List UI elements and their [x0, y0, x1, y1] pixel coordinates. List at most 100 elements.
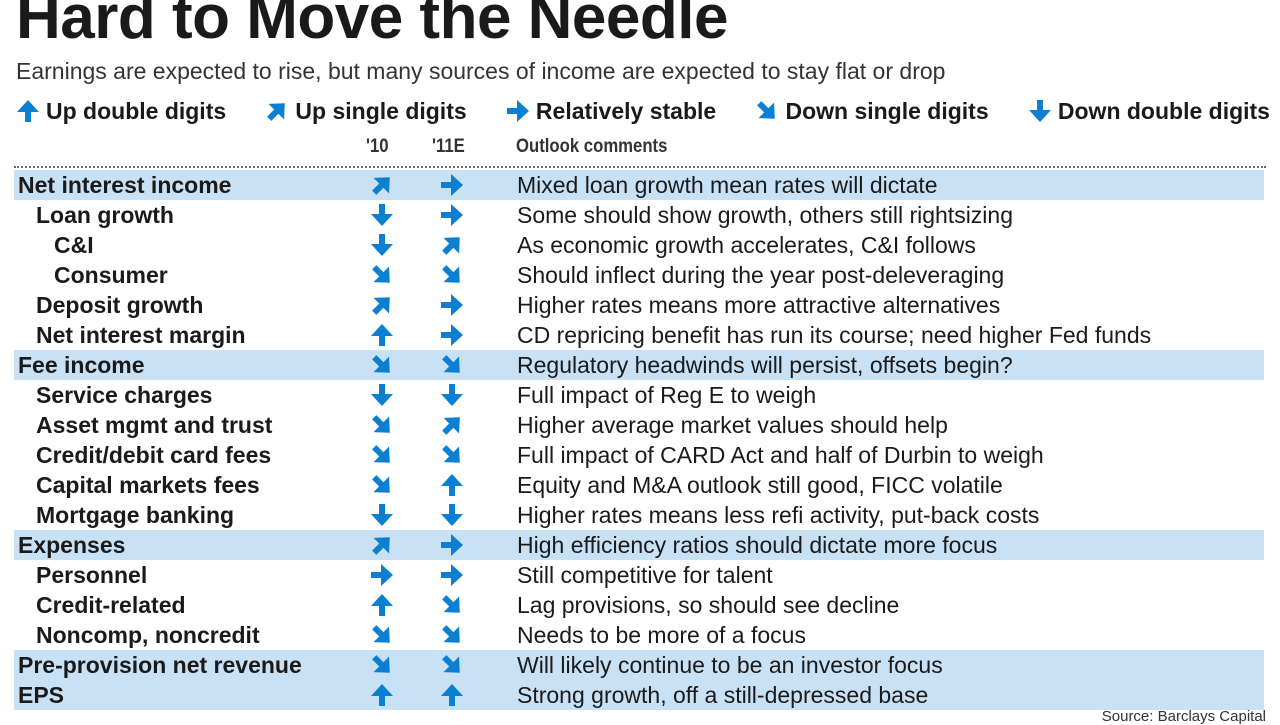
arrow-down-right-icon [438, 591, 466, 619]
table-row: Capital markets fees Equity and M&A outlo… [14, 470, 1264, 500]
outlook-comment: As economic growth accelerates, C&I foll… [517, 232, 976, 258]
arrow-down-right-icon [438, 651, 466, 679]
row-label: Noncomp, noncredit [36, 622, 260, 648]
category-row: Pre-provision net revenue Will likely con… [14, 650, 1264, 680]
outlook-2010-cell [368, 231, 396, 264]
arrow-up-right-icon [438, 231, 466, 259]
outlook-table: Net interest income Mixed loan growth mea… [14, 170, 1264, 710]
arrow-right-icon [438, 171, 466, 199]
outlook-comment: Regulatory headwinds will persist, offse… [517, 352, 1013, 378]
legend-label: Up single digits [295, 97, 467, 124]
legend-item-down1: Down single digits [753, 97, 989, 125]
outlook-2011e-cell [438, 351, 466, 384]
outlook-2011e-cell [438, 171, 466, 204]
column-header-2010: '10 [366, 136, 389, 157]
category-row: Expenses High efficiency ratios should di… [14, 530, 1264, 560]
row-label: Asset mgmt and trust [36, 412, 273, 438]
arrow-down-right-icon [753, 97, 781, 125]
row-label: Consumer [54, 262, 168, 288]
outlook-comment: Needs to be more of a focus [517, 622, 806, 648]
outlook-comment: Higher average market values should help [517, 412, 948, 438]
arrow-down-icon [438, 501, 466, 529]
category-row: Net interest income Mixed loan growth mea… [14, 170, 1264, 200]
arrow-right-icon [504, 97, 532, 125]
outlook-2011e-cell [438, 411, 466, 444]
outlook-comment: CD repricing benefit has run its course;… [517, 322, 1152, 348]
column-header-outlook-comments: Outlook comments [516, 136, 668, 157]
arrow-right-icon [438, 291, 466, 319]
arrow-down-right-icon [438, 351, 466, 379]
outlook-2010-cell [368, 561, 396, 594]
arrow-down-right-icon [438, 621, 466, 649]
table-row: Personnel Still competitive for talent [14, 560, 1264, 590]
row-label: Credit-related [36, 592, 186, 618]
outlook-2010-cell [368, 291, 396, 324]
outlook-2010-cell [368, 171, 396, 204]
arrow-right-icon [438, 531, 466, 559]
outlook-2011e-cell [438, 201, 466, 234]
outlook-2010-cell [368, 651, 396, 684]
category-row: EPS Strong growth, off a still-depressed … [14, 680, 1264, 710]
outlook-2010-cell [368, 261, 396, 294]
category-row: Fee income Regulatory headwinds will pers… [14, 350, 1264, 380]
table-row: Net interest margin CD repricing benefit … [14, 320, 1264, 350]
row-label: Net interest income [18, 172, 232, 198]
legend-label: Relatively stable [535, 97, 717, 124]
arrow-down-right-icon [368, 411, 396, 439]
arrow-down-right-icon [438, 441, 466, 469]
row-label: Expenses [18, 532, 126, 558]
outlook-2010-cell [368, 381, 396, 414]
outlook-comment: Mixed loan growth mean rates will dictat… [517, 172, 938, 198]
arrow-down-icon [368, 231, 396, 259]
arrow-down-icon [1026, 97, 1054, 125]
outlook-2010-cell [368, 531, 396, 564]
header-divider [14, 166, 1266, 168]
table-row: Asset mgmt and trust Higher average marke… [14, 410, 1264, 440]
arrow-down-right-icon [368, 351, 396, 379]
arrow-up-right-icon [263, 97, 291, 125]
row-label: Pre-provision net revenue [18, 652, 302, 678]
legend-item-up2: Up double digits [14, 97, 226, 125]
outlook-comment: Lag provisions, so should see decline [517, 592, 900, 618]
legend-label: Down double digits [1057, 97, 1270, 124]
table-row: Deposit growth Higher rates means more at… [14, 290, 1264, 320]
arrow-up-right-icon [368, 171, 396, 199]
outlook-2011e-cell [438, 231, 466, 264]
outlook-2011e-cell [438, 441, 466, 474]
row-label: Credit/debit card fees [36, 442, 272, 468]
outlook-2010-cell [368, 501, 396, 534]
outlook-comment: Still competitive for talent [517, 562, 773, 588]
legend-item-flat: Relatively stable [504, 97, 716, 125]
outlook-2011e-cell [438, 291, 466, 324]
outlook-2011e-cell [438, 651, 466, 684]
chart-subtitle: Earnings are expected to rise, but many … [16, 58, 946, 84]
arrow-up-icon [438, 471, 466, 499]
table-row: Mortgage banking Higher rates means less … [14, 500, 1264, 530]
table-row: Service charges Full impact of Reg E to w… [14, 380, 1264, 410]
outlook-2010-cell [368, 591, 396, 624]
column-headers: '10 '11E Outlook comments [0, 136, 1280, 164]
outlook-comment: Higher rates means more attractive alter… [517, 292, 1001, 318]
arrow-right-icon [438, 321, 466, 349]
column-header-2011e: '11E [432, 136, 465, 157]
chart-title: Hard to Move the Needle [16, 0, 728, 52]
outlook-2011e-cell [438, 501, 466, 534]
arrow-up-right-icon [438, 411, 466, 439]
arrow-right-icon [438, 561, 466, 589]
outlook-2010-cell [368, 441, 396, 474]
outlook-2011e-cell [438, 321, 466, 354]
row-label: Mortgage banking [36, 502, 235, 528]
outlook-2010-cell [368, 621, 396, 654]
outlook-2010-cell [368, 351, 396, 384]
arrow-down-right-icon [368, 261, 396, 289]
arrow-up-icon [14, 97, 42, 125]
outlook-comment: High efficiency ratios should dictate mo… [517, 532, 998, 558]
outlook-comment: Will likely continue to be an investor f… [517, 652, 943, 678]
row-label: Net interest margin [36, 322, 246, 348]
outlook-comment: Some should show growth, others still ri… [517, 202, 1014, 228]
outlook-comment: Should inflect during the year post-dele… [517, 262, 1005, 288]
arrow-up-icon [368, 591, 396, 619]
legend-label: Down single digits [785, 97, 989, 124]
arrow-down-right-icon [438, 261, 466, 289]
outlook-comment: Strong growth, off a still-depressed bas… [517, 682, 929, 708]
